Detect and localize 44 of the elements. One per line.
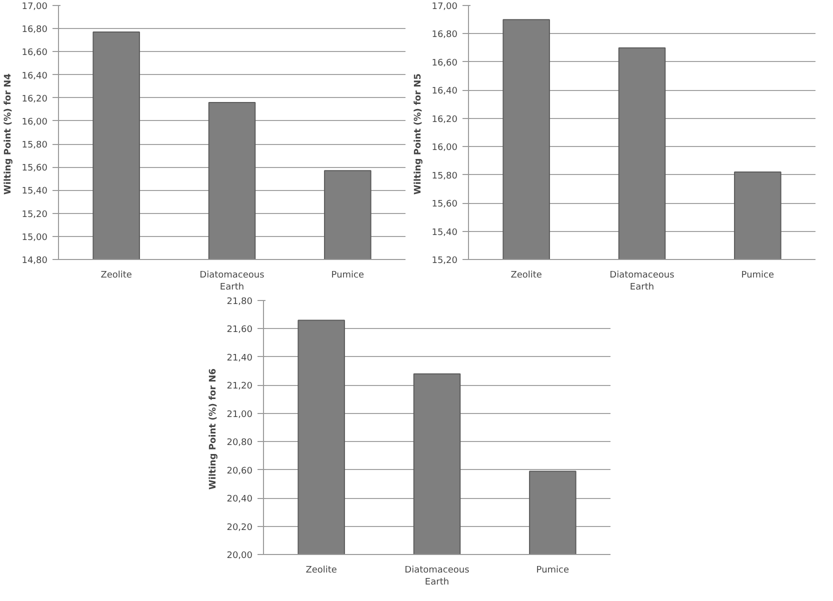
y-tick-label: 16,00 [22, 117, 48, 128]
y-tick-label: 16,20 [22, 94, 48, 104]
y-tick-label: 21,40 [226, 353, 253, 364]
y-axis-title: Wilting Point (%) for N5 [414, 74, 424, 195]
x-tick-label: Pumice [536, 566, 570, 576]
y-tick-label: 16,60 [22, 48, 48, 58]
y-tick-label: 15,60 [432, 200, 458, 210]
y-tick-label: 16,60 [432, 58, 458, 68]
y-tick-label: 21,80 [226, 297, 253, 307]
y-tick-label: 17,00 [432, 2, 458, 12]
y-tick-label: 14,80 [22, 256, 48, 266]
y-tick-label: 16,80 [432, 30, 458, 40]
y-tick-label: 16,20 [432, 114, 458, 125]
y-tick-label: 16,40 [432, 86, 458, 97]
y-tick-label: 16,00 [432, 143, 458, 154]
y-tick-label: 15,60 [22, 164, 48, 174]
y-tick-label: 20,00 [226, 551, 253, 561]
y-tick-label: 20,40 [226, 494, 253, 505]
x-tick-label: Zeolite [306, 566, 338, 576]
y-tick-label: 15,40 [22, 186, 48, 197]
x-tick-label: Diatomaceous Earth [610, 270, 675, 292]
y-tick-label: 17,00 [22, 2, 48, 12]
y-tick-label: 16,80 [22, 25, 48, 36]
x-tick-label: Pumice [331, 270, 364, 280]
x-tick-label: Zeolite [510, 270, 542, 280]
y-tick-label: 15,20 [432, 256, 458, 266]
x-tick-label: Pumice [741, 270, 774, 280]
x-tick-label: Diatomaceous Earth [404, 566, 470, 588]
y-tick-label: 21,20 [226, 382, 253, 392]
y-tick-label: 21,00 [226, 410, 253, 420]
y-tick-label: 20,60 [226, 466, 253, 476]
y-tick-label: 20,20 [226, 522, 253, 533]
y-axis-title: Wilting Point (%) for N4 [4, 74, 14, 195]
y-tick-label: 20,80 [226, 438, 253, 448]
y-tick-label: 15,00 [22, 232, 48, 243]
x-tick-label: Diatomaceous Earth [200, 270, 265, 292]
y-tick-label: 16,40 [22, 71, 48, 82]
y-tick-label: 15,20 [22, 210, 48, 220]
y-axis-title: Wilting Point (%) for N6 [208, 368, 219, 490]
y-tick-label: 15,80 [432, 171, 458, 182]
x-tick-label: Zeolite [100, 270, 132, 280]
y-tick-label: 15,40 [432, 228, 458, 238]
y-tick-label: 21,60 [226, 325, 253, 336]
y-tick-label: 15,80 [22, 140, 48, 151]
